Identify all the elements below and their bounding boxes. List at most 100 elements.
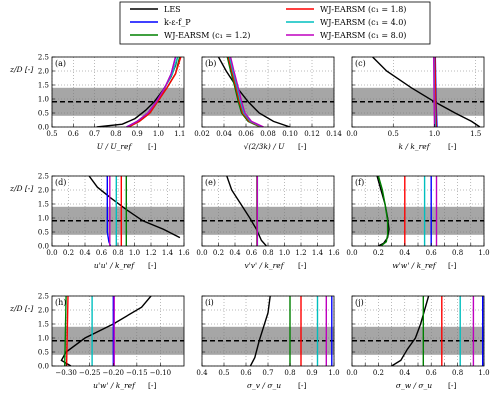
series-line	[377, 176, 389, 246]
x-tick-label: 1.5	[470, 130, 481, 138]
x-tick-label: 0.08	[260, 130, 276, 138]
y-tick-label: 2.5	[38, 293, 49, 301]
legend-label: LES	[164, 5, 181, 14]
x-axis-unit: [-]	[148, 142, 156, 151]
x-tick-label: 1.0	[478, 249, 489, 257]
x-tick-label: 0.9	[306, 369, 317, 377]
series-line	[228, 57, 263, 127]
y-tick-label: 2.0	[38, 307, 49, 315]
panel-label: (j)	[355, 298, 364, 307]
x-axis-unit: [-]	[298, 381, 306, 390]
x-tick-label: 0.8	[262, 249, 273, 257]
series-line	[65, 296, 69, 366]
x-axis-unit: [-]	[448, 142, 456, 151]
y-tick-label: 1.0	[38, 96, 49, 104]
legend-label: k-ε-f_P	[164, 18, 191, 27]
x-axis-unit: [-]	[298, 261, 306, 270]
panel-label: (c)	[355, 59, 366, 68]
y-tick-label: 1.5	[38, 321, 49, 329]
x-tick-label: 0.2	[63, 249, 74, 257]
panel-label: (e)	[205, 178, 216, 187]
x-tick-label: 0.7	[89, 130, 100, 138]
series-line	[128, 57, 182, 127]
y-tick-label: 1.0	[38, 335, 49, 343]
x-tick-label: −0.10	[150, 369, 171, 377]
x-axis-label: w'w' / k_ref	[392, 261, 437, 270]
x-tick-label: 0.4	[229, 249, 241, 257]
x-tick-label: 0.8	[284, 369, 295, 377]
x-tick-label: 0.8	[110, 130, 121, 138]
x-tick-label: 0.10	[282, 130, 298, 138]
series-line	[60, 296, 152, 366]
x-tick-label: 0.6	[68, 130, 80, 138]
y-tick-label: 0.5	[38, 229, 49, 237]
x-tick-label: 0.02	[194, 130, 210, 138]
legend-label: WJ-EARSM (c₁ = 1.8)	[320, 5, 406, 14]
x-tick-label: 0.7	[262, 369, 273, 377]
x-tick-label: 0.4	[196, 369, 208, 377]
x-tick-label: 0.8	[452, 369, 463, 377]
x-tick-label: 0.04	[216, 130, 232, 138]
x-tick-label: 1.0	[328, 369, 339, 377]
panel-a: 0.5 0.6 0.7 0.8 0.9 1.0 1.10.00.51.01.52.02.5z…	[9, 54, 185, 152]
panel-label: (i)	[205, 298, 214, 307]
axes-frame	[351, 56, 485, 128]
legend-entry: LES	[130, 5, 181, 14]
x-tick-label: 1.0	[153, 130, 164, 138]
panel-e: 0.0 0.2 0.4 0.6 0.8 1.0 1.2 1.4 1.6 (e) v'v' / k_r…	[196, 175, 340, 270]
x-tick-label: 0.6	[240, 369, 252, 377]
legend-box	[119, 1, 431, 45]
panel-label: (b)	[205, 59, 216, 68]
x-tick-label: 0.6	[96, 249, 108, 257]
x-axis-label: σ_v / σ_u	[247, 381, 281, 390]
x-tick-label: 0.8	[452, 249, 463, 257]
x-tick-label: 1.0	[129, 249, 140, 257]
legend-entry: WJ-EARSM (c₁ = 8.0)	[286, 31, 406, 40]
x-tick-label: 1.1	[174, 130, 185, 138]
x-tick-label: 0.5	[388, 130, 399, 138]
axes-frame	[51, 56, 185, 128]
panel-f: 0.0 0.2 0.4 0.6 0.8 1.0 (f) w'w' / k_ref [-]	[346, 175, 490, 270]
x-tick-label: −0.20	[103, 369, 124, 377]
x-axis-label: v'v' / k_ref	[245, 261, 285, 270]
panel-j: 0.0 0.2 0.4 0.6 0.8 1.0 (j) σ_w / σ_u [-]	[346, 295, 490, 390]
y-tick-label: 0.5	[38, 110, 49, 118]
legend-entry: WJ-EARSM (c₁ = 1.2)	[130, 31, 250, 40]
x-tick-label: 0.4	[79, 249, 91, 257]
x-tick-label: 0.6	[246, 249, 258, 257]
panel-label: (h)	[55, 298, 66, 307]
y-tick-label: 0.0	[38, 243, 49, 251]
x-axis-unit: [-]	[148, 381, 156, 390]
x-tick-label: −0.15	[126, 369, 147, 377]
x-axis-label: √(2/3k) / U	[244, 142, 286, 151]
x-axis-unit: [-]	[448, 381, 456, 390]
panel-label: (f)	[355, 178, 364, 187]
x-axis-unit: [-]	[148, 261, 156, 270]
y-tick-label: 1.5	[38, 201, 49, 209]
x-tick-label: 0.4	[399, 249, 411, 257]
x-tick-label: 1.4	[162, 249, 174, 257]
y-tick-label: 0.5	[38, 349, 49, 357]
x-axis-label: u'u' / k_ref	[94, 261, 135, 270]
x-tick-label: 0.0	[196, 249, 207, 257]
x-tick-label: 0.5	[46, 130, 57, 138]
panel-d: 0.0 0.2 0.4 0.6 0.8 1.0 1.2 1.4 1.6 0.0 0.5 1.0 1.5 2…	[9, 173, 190, 271]
x-tick-label: 0.6	[426, 369, 438, 377]
x-tick-label: 0.6	[426, 249, 438, 257]
panel-b: 0.02 0.04 0.06 0.08 0.10 0.12 0.14 (b) √(2/3k) /…	[194, 56, 342, 151]
series-line	[434, 57, 437, 127]
y-tick-label: 0.0	[38, 124, 49, 132]
series-line	[391, 296, 430, 366]
series-line	[226, 57, 261, 127]
y-tick-label: 2.5	[38, 54, 49, 62]
x-tick-label: 0.0	[46, 249, 57, 257]
series-line	[226, 176, 267, 246]
x-tick-label: 1.0	[429, 130, 440, 138]
x-tick-label: 0.2	[213, 249, 224, 257]
x-tick-label: 1.2	[145, 249, 156, 257]
y-axis-label: z/D [-]	[9, 65, 33, 74]
x-tick-label: 0.0	[346, 130, 357, 138]
legend-label: WJ-EARSM (c₁ = 1.2)	[164, 31, 250, 40]
x-axis-unit: [-]	[448, 261, 456, 270]
panel-h: −0.30 −0.25 −0.20 −0.15 −0.10 0.0 0.5 1.0 1.5 2.0…	[9, 293, 185, 390]
